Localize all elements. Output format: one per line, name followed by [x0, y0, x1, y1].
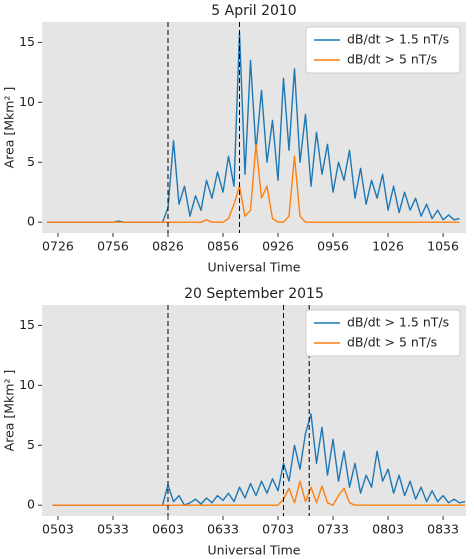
legend-label: dB/dt > 1.5 nT/s — [347, 32, 449, 47]
y-axis-label: Area [Mkm² ] — [2, 370, 17, 452]
x-tick-label: 0726 — [42, 239, 74, 254]
legend: dB/dt > 1.5 nT/s dB/dt > 5 nT/s — [305, 309, 461, 357]
x-tick-label: 0833 — [427, 522, 459, 537]
x-axis-label: Universal Time — [208, 543, 301, 556]
x-tick-label: 0926 — [262, 239, 294, 254]
x-tick-label: 1056 — [427, 239, 459, 254]
y-tick-label: 15 — [19, 34, 35, 49]
chart-title: 20 September 2015 — [184, 286, 324, 302]
legend-label: dB/dt > 1.5 nT/s — [347, 315, 449, 330]
x-tick-label: 0826 — [152, 239, 184, 254]
y-tick-label: 0 — [27, 214, 35, 229]
y-tick-label: 5 — [27, 437, 35, 452]
x-tick-label: 0756 — [97, 239, 129, 254]
series-line — [52, 480, 466, 506]
legend: dB/dt > 1.5 nT/s dB/dt > 5 nT/s — [305, 26, 461, 74]
legend-label: dB/dt > 5 nT/s — [347, 335, 437, 350]
chart-title: 5 April 2010 — [211, 3, 296, 19]
x-tick-label: 0603 — [152, 522, 184, 537]
x-tick-label: 0703 — [262, 522, 294, 537]
x-tick-label: 0533 — [97, 522, 129, 537]
x-axis-label: Universal Time — [208, 260, 301, 275]
x-tick-label: 1026 — [372, 239, 404, 254]
x-tick-label: 0503 — [42, 522, 74, 537]
y-axis-label: Area [Mkm² ] — [2, 87, 17, 169]
y-tick-label: 15 — [19, 317, 35, 332]
legend-label: dB/dt > 5 nT/s — [347, 52, 437, 67]
y-tick-label: 5 — [27, 154, 35, 169]
legend-box — [305, 26, 461, 74]
y-tick-label: 0 — [27, 497, 35, 512]
x-tick-label: 0633 — [207, 522, 239, 537]
series-line — [47, 143, 460, 223]
legend-box — [305, 309, 461, 357]
x-tick-label: 0733 — [317, 522, 349, 537]
y-tick-label: 10 — [19, 377, 35, 392]
x-tick-label: 0956 — [317, 239, 349, 254]
x-tick-label: 0856 — [207, 239, 239, 254]
y-tick-label: 10 — [19, 94, 35, 109]
x-tick-label: 0803 — [372, 522, 404, 537]
